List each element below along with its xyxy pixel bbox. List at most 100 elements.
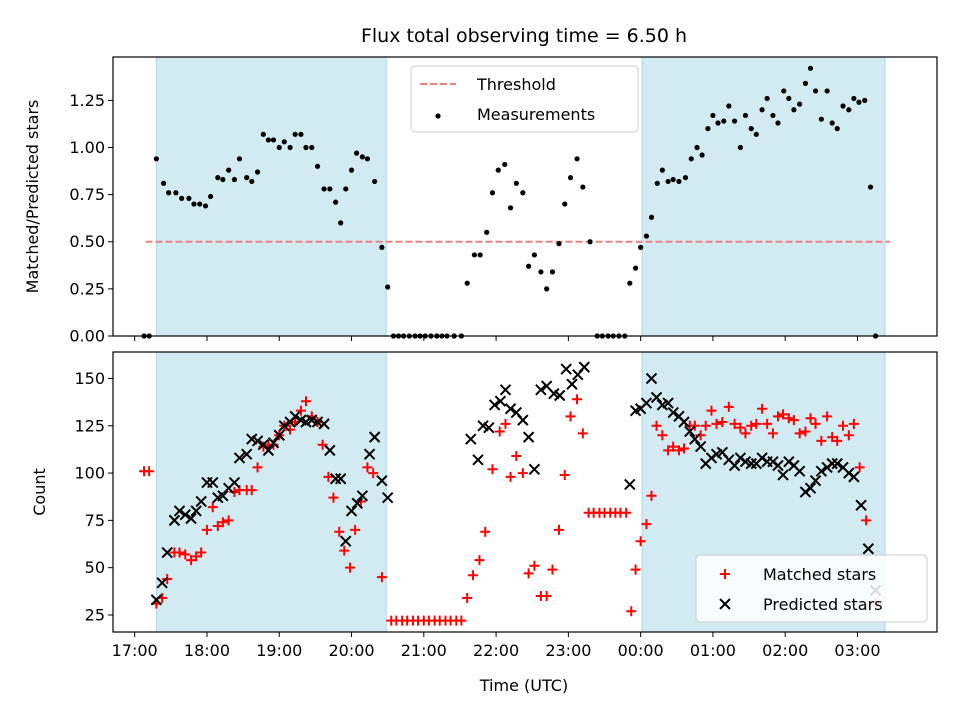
measurements-point <box>281 139 287 145</box>
count-ytick-label: 75 <box>85 511 105 530</box>
predicted-stars-point <box>499 384 512 396</box>
predicted-stars-point <box>553 389 566 402</box>
measurements-point <box>502 161 508 168</box>
measurements-point <box>538 269 544 275</box>
predicted-stars-point <box>566 378 578 390</box>
predicted-stars-point <box>217 490 229 502</box>
measurements-point <box>338 220 344 226</box>
measurements-point <box>851 95 857 102</box>
ratio-shaded-interval-1 <box>641 56 886 337</box>
measurements-point <box>265 137 272 143</box>
measurements-point <box>321 186 327 192</box>
measurements-point <box>682 175 689 181</box>
matched-stars-point <box>480 526 491 537</box>
measurements-point <box>654 180 660 186</box>
measurements-point <box>770 112 776 119</box>
matched-stars-point <box>772 411 783 422</box>
matched-stars-point <box>523 568 534 579</box>
matched-stars-point <box>717 417 728 427</box>
predicted-stars-point <box>517 414 529 426</box>
matched-stars-point <box>487 464 498 475</box>
measurements-point <box>231 176 238 183</box>
matched-stars-point <box>500 418 511 429</box>
measurements-point <box>786 95 792 102</box>
matched-stars-point <box>810 418 821 429</box>
xtick-label: 02:00 <box>762 641 808 660</box>
predicted-stars-point <box>168 514 181 527</box>
matched-stars-point <box>174 547 185 558</box>
predicted-stars-point <box>329 473 342 485</box>
predicted-stars-point <box>340 535 352 547</box>
measurements-point <box>834 126 840 132</box>
measurements-point <box>556 241 562 247</box>
matched-stars-point <box>788 415 799 426</box>
matched-stars-point <box>295 405 306 416</box>
predicted-stars-point <box>826 457 838 470</box>
matched-stars-point <box>668 441 679 452</box>
measurements-point <box>562 201 568 207</box>
matched-stars-point <box>762 418 773 429</box>
legend-predicted-swatch <box>719 598 731 610</box>
predicted-stars-point <box>318 418 330 430</box>
measurements-point <box>840 103 846 109</box>
matched-stars-point <box>630 564 641 575</box>
measurements-point <box>179 195 185 201</box>
measurements-point <box>249 178 255 185</box>
measurements-point <box>197 201 203 207</box>
ratio-axes-frame <box>112 56 938 337</box>
measurements-point <box>477 252 483 258</box>
predicted-stars-point <box>645 372 658 385</box>
predicted-stars-point <box>190 505 202 517</box>
measurements-point <box>202 203 209 209</box>
predicted-stars-point <box>684 425 696 438</box>
matched-stars-point <box>180 549 191 560</box>
matched-stars-point <box>191 551 202 562</box>
predicted-stars-point <box>831 457 843 470</box>
predicted-stars-point <box>560 363 572 375</box>
predicted-stars-point <box>745 457 757 470</box>
measurements-point <box>737 144 743 151</box>
predicted-stars-point <box>528 463 541 476</box>
legend-matched-swatch <box>720 569 730 579</box>
matched-stars-point <box>641 519 652 530</box>
measurements-point <box>856 99 862 105</box>
matched-stars-point <box>663 445 674 456</box>
measurements-point <box>705 126 711 132</box>
predicted-stars-point <box>855 499 867 511</box>
matched-stars-point <box>529 560 540 571</box>
matched-stars-point <box>246 485 257 496</box>
matched-stars-point <box>751 418 762 429</box>
predicted-stars-point <box>494 395 507 407</box>
matched-stars-point <box>689 420 700 431</box>
predicted-stars-point <box>662 397 674 409</box>
matched-stars-point <box>651 420 662 431</box>
predicted-stars-point <box>173 505 186 517</box>
measurements-point <box>364 156 371 162</box>
ratio-ytick-label: 0.00 <box>69 327 105 346</box>
predicted-stars-point <box>504 403 517 415</box>
measurements-point <box>254 169 261 175</box>
matched-stars-point <box>757 403 768 414</box>
measurements-point <box>160 180 167 186</box>
predicted-stars-point <box>862 543 875 555</box>
matched-stars-point <box>843 430 854 441</box>
predicted-stars-point <box>267 437 280 449</box>
measurements-point <box>574 156 580 162</box>
matched-stars-point <box>196 547 207 558</box>
count-ytick-label: 100 <box>74 464 105 483</box>
xtick-label: 18:00 <box>184 641 230 660</box>
count-ytick-label: 150 <box>74 369 105 388</box>
xtick-label: 17:00 <box>112 641 158 660</box>
measurements-point <box>303 144 309 151</box>
measurements-point <box>215 175 221 181</box>
matched-stars-point <box>778 409 789 420</box>
xtick-label: 00:00 <box>618 641 664 660</box>
matched-stars-point <box>735 422 746 433</box>
predicted-stars-point <box>324 444 336 457</box>
measurements-point <box>484 229 490 235</box>
xtick-label: 19:00 <box>256 641 302 660</box>
measurements-point <box>333 199 339 205</box>
predicted-stars-point <box>578 361 590 373</box>
matched-stars-point <box>723 401 734 412</box>
